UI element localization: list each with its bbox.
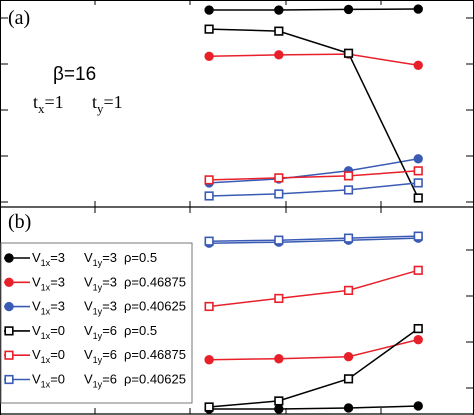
data-point-p2-s6-1 <box>274 235 284 245</box>
beta-annotation: β=16 <box>53 64 96 85</box>
data-point-p1-s3-3 <box>413 154 423 164</box>
data-point-p2-s5-0 <box>204 301 214 312</box>
panel-b-series <box>204 231 423 414</box>
legend-swatch-marker-s1 <box>4 253 14 263</box>
hopping-annotation: tx=1 ty=1 <box>33 92 123 116</box>
legend-entry-s4: V1x=0 V1y=6 ρ=0.5 <box>4 323 157 341</box>
series-line-p1-s3 <box>209 158 419 184</box>
series-line-p2-s4 <box>209 327 419 408</box>
data-point-p1-s5-0 <box>204 175 214 185</box>
panel-a-series <box>204 4 423 203</box>
data-point-p2-s6-0 <box>204 236 214 246</box>
data-point-p1-s5-1 <box>274 173 284 183</box>
series-line-p2-s1 <box>209 405 419 410</box>
legend-entry-s6: V1x=0 V1y=6 ρ=0.40625 <box>4 372 186 390</box>
data-point-p1-s6-1 <box>274 189 284 199</box>
legend-label-s1: V1x=3 V1y=3 ρ=0.5 <box>32 250 157 268</box>
data-point-p1-s5-3 <box>413 166 423 176</box>
series-line-p1-s4 <box>209 28 419 199</box>
legend-label-s6: V1x=0 V1y=6 ρ=0.40625 <box>32 372 186 390</box>
series-line-p2-s2 <box>209 338 419 361</box>
series-line-p1-s2 <box>209 53 419 67</box>
legend-entry-s3: V1x=3 V1y=3 ρ=0.40625 <box>4 299 186 317</box>
legend-entry-s1: V1x=3 V1y=3 ρ=0.5 <box>4 250 157 268</box>
data-point-p2-s1-1 <box>274 404 284 414</box>
data-point-p1-s2-3 <box>413 60 423 71</box>
data-point-p2-s4-3 <box>413 323 423 334</box>
data-point-p1-s1-2 <box>343 4 354 15</box>
legend-swatch-marker-s6 <box>4 374 14 385</box>
ty-label: ty=1 <box>92 92 123 116</box>
legend-swatch-marker-s2 <box>4 277 14 287</box>
data-point-p1-s1-0 <box>204 5 214 15</box>
legend-swatch-marker-s3 <box>4 301 14 312</box>
data-point-p2-s5-2 <box>343 285 354 296</box>
data-point-p1-s4-1 <box>274 26 284 36</box>
legend-label-s4: V1x=0 V1y=6 ρ=0.5 <box>32 323 157 341</box>
series-line-p1-s1 <box>209 8 419 11</box>
data-point-p2-s1-3 <box>413 401 423 411</box>
data-point-p1-s4-2 <box>343 48 354 58</box>
data-point-p2-s4-2 <box>343 374 354 384</box>
data-point-p1-s2-1 <box>274 50 284 60</box>
series-line-p2-s5 <box>209 269 419 308</box>
series-line-p1-s6 <box>209 182 419 197</box>
data-point-p1-s6-0 <box>204 191 214 201</box>
legend-box <box>0 242 193 404</box>
data-point-p2-s4-1 <box>274 396 284 406</box>
data-point-p1-s2-0 <box>204 51 214 61</box>
data-point-p2-s6-2 <box>343 233 354 243</box>
legend-label-s2: V1x=3 V1y=3 ρ=0.46875 <box>32 274 186 292</box>
legend-label-s5: V1x=0 V1y=6 ρ=0.46875 <box>32 347 186 365</box>
data-point-p1-s4-0 <box>204 24 214 34</box>
data-point-p2-s1-2 <box>343 403 354 413</box>
legend: V1x=3 V1y=3 ρ=0.5 V1x=3 V1y=3 ρ=0.46875 V1x=3 V… <box>0 242 193 404</box>
legend-entries: V1x=3 V1y=3 ρ=0.5 V1x=3 V1y=3 ρ=0.46875 V1x=3 V… <box>4 250 186 390</box>
legend-label-s3: V1x=3 V1y=3 ρ=0.40625 <box>32 299 186 317</box>
data-point-p1-s1-1 <box>274 5 284 15</box>
legend-swatch-marker-s5 <box>4 350 14 360</box>
legend-entry-s5: V1x=0 V1y=6 ρ=0.46875 <box>4 347 186 365</box>
data-point-p2-s6-3 <box>413 231 423 241</box>
panel-b-label: (b) <box>8 211 31 233</box>
data-point-p2-s5-1 <box>274 293 284 304</box>
legend-entry-s2: V1x=3 V1y=3 ρ=0.46875 <box>4 274 186 292</box>
series-line-p2-s3 <box>209 237 419 244</box>
data-point-p1-s6-2 <box>343 185 354 195</box>
data-point-p2-s5-3 <box>413 265 423 275</box>
legend-swatch-marker-s4 <box>4 326 14 336</box>
panel-a-label: (a) <box>8 7 30 29</box>
data-point-p1-s4-3 <box>413 193 423 203</box>
tx-label: tx=1 <box>33 92 64 116</box>
series-line-p1-s5 <box>209 170 419 181</box>
data-point-p1-s5-2 <box>343 171 354 181</box>
data-point-p2-s2-3 <box>413 334 423 345</box>
data-point-p2-s2-0 <box>204 355 214 365</box>
data-point-p1-s1-3 <box>413 4 423 14</box>
series-line-p2-s6 <box>209 235 419 242</box>
data-point-p2-s4-0 <box>204 402 214 412</box>
data-point-p1-s6-3 <box>413 178 423 188</box>
data-point-p2-s2-2 <box>343 352 354 362</box>
data-point-p2-s2-1 <box>274 354 284 364</box>
